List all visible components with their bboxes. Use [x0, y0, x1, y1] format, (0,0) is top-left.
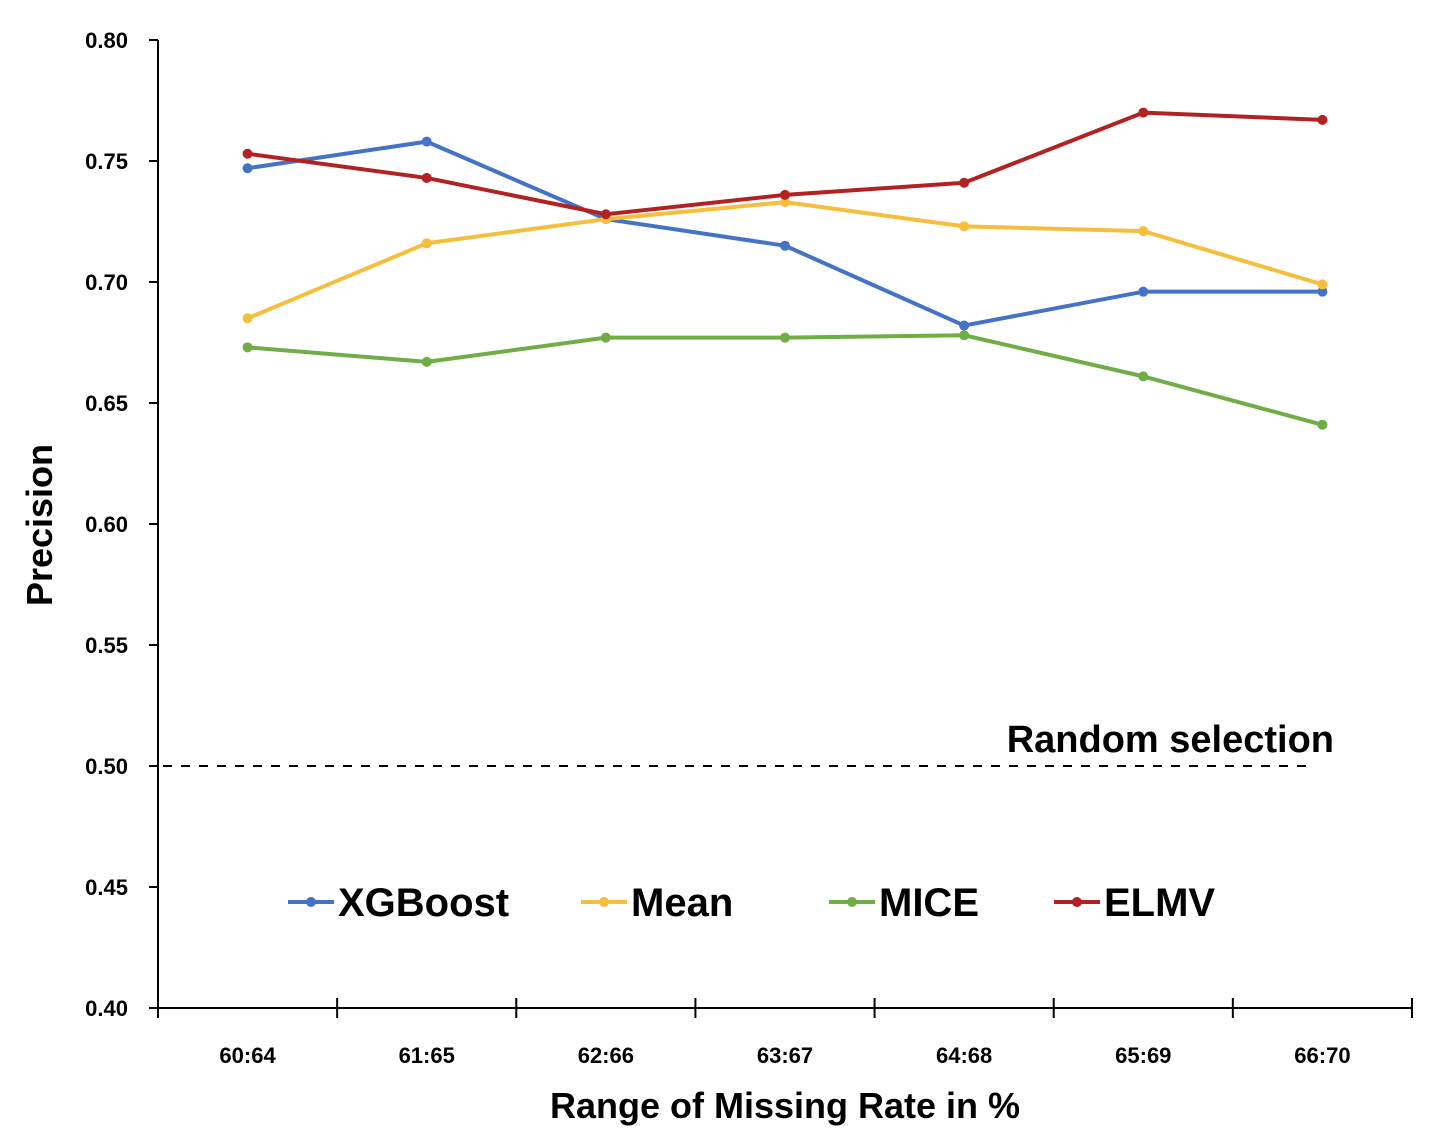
data-point-elmv — [421, 172, 432, 183]
y-tick-label: 0.60 — [85, 512, 128, 537]
data-point-mice — [421, 356, 432, 367]
series-elmv — [242, 107, 1328, 220]
data-point-mice — [959, 330, 970, 341]
data-point-mean — [1317, 279, 1328, 290]
random-selection-label: Random selection — [1007, 719, 1334, 761]
series-line-mice — [245, 333, 1325, 427]
legend-label-mice: MICE — [879, 881, 979, 925]
y-axis-title: Precision — [19, 444, 60, 606]
y-tick-label: 0.55 — [85, 633, 128, 658]
data-point-xgboost — [780, 240, 790, 251]
series-line-xgboost — [245, 139, 1325, 328]
x-tick-label: 61:65 — [399, 1043, 455, 1068]
y-tick-label: 0.65 — [85, 391, 128, 416]
axes: 0.40 0.45 0.50 0.55 0.60 0.65 0.70 0.75 0.80 60:6… — [85, 28, 1413, 1068]
data-point-xgboost — [242, 163, 253, 174]
data-point-xgboost — [959, 320, 970, 331]
legend-marker-mice — [847, 897, 857, 907]
data-point-xgboost — [1317, 286, 1328, 297]
data-point-elmv — [1317, 114, 1328, 125]
series-mean — [242, 197, 1328, 324]
data-point-mice — [1138, 371, 1149, 382]
x-tick-label: 64:68 — [936, 1043, 992, 1068]
data-point-mean — [421, 238, 432, 249]
x-tick-label: 65:69 — [1115, 1043, 1171, 1068]
data-point-mice — [1317, 419, 1328, 430]
series-line-mean — [245, 200, 1325, 321]
data-point-elmv — [780, 189, 790, 200]
x-axis-title: Range of Missing Rate in % — [550, 1085, 1020, 1126]
data-point-mean — [959, 221, 970, 232]
legend-item-mean: Mean — [581, 881, 733, 925]
data-point-elmv — [242, 148, 253, 159]
x-tick-label: 63:67 — [757, 1043, 813, 1068]
legend-item-xgboost: XGBoost — [288, 881, 509, 925]
x-tick-label: 62:66 — [578, 1043, 634, 1068]
series-mice — [242, 330, 1328, 430]
y-tick-label: 0.50 — [85, 754, 128, 779]
data-point-elmv — [959, 177, 970, 188]
data-point-mean — [1138, 226, 1149, 237]
series-xgboost — [242, 136, 1328, 331]
legend-label-mean: Mean — [631, 881, 733, 925]
y-tick-label: 0.70 — [85, 270, 128, 295]
data-point-mice — [242, 342, 253, 353]
legend-item-elmv: ELMV — [1054, 881, 1215, 925]
data-point-mean — [242, 313, 253, 324]
data-point-mice — [600, 332, 611, 343]
x-tick-label: 66:70 — [1294, 1043, 1350, 1068]
legend-marker-elmv — [1072, 897, 1082, 907]
data-point-elmv — [1138, 107, 1149, 118]
data-point-xgboost — [1138, 286, 1149, 297]
series-group — [242, 107, 1328, 430]
y-tick-label: 0.75 — [85, 149, 128, 174]
legend-item-mice: MICE — [829, 881, 979, 925]
x-tick-label: 60:64 — [219, 1043, 276, 1068]
y-tick-label: 0.80 — [85, 28, 128, 53]
data-point-mice — [780, 332, 790, 343]
data-point-xgboost — [421, 136, 432, 147]
data-point-mean — [780, 197, 790, 208]
y-tick-label: 0.40 — [85, 996, 128, 1021]
legend: XGBoost Mean MICE ELMV — [288, 881, 1215, 925]
data-point-elmv — [600, 209, 611, 220]
legend-marker-xgboost — [306, 897, 316, 907]
y-tick-label: 0.45 — [85, 875, 128, 900]
legend-marker-mean — [599, 897, 609, 907]
legend-label-xgboost: XGBoost — [338, 881, 509, 925]
legend-label-elmv: ELMV — [1104, 881, 1215, 925]
reference-line-group: Random selection — [163, 719, 1334, 767]
